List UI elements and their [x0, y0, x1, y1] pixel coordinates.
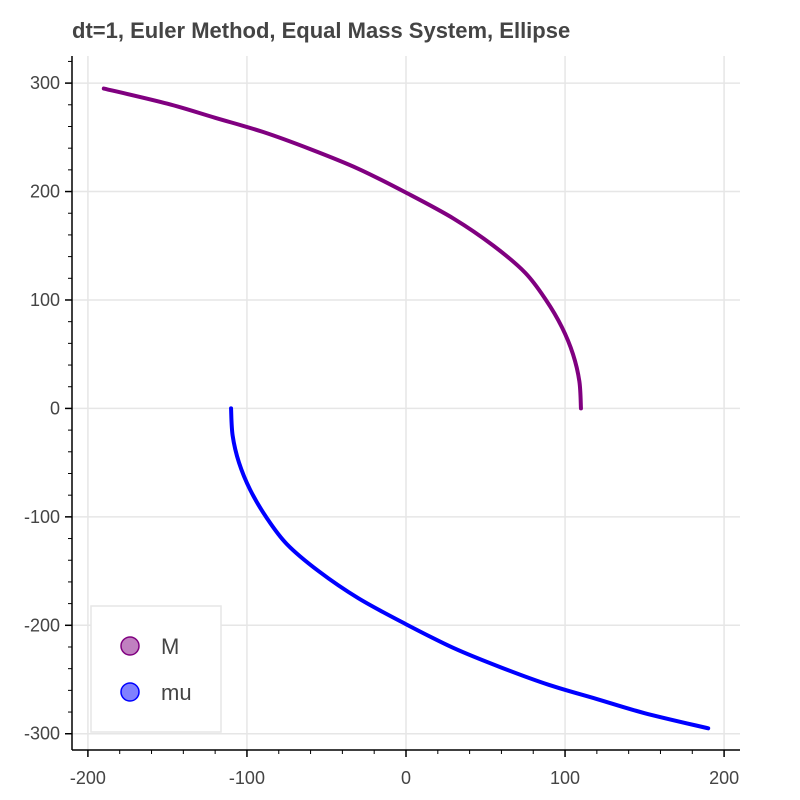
x-tick-label: 0 [401, 768, 411, 788]
y-tick-label: -100 [24, 507, 60, 527]
series-line-M [101, 86, 583, 411]
legend-box [90, 605, 222, 733]
series-line-mu [229, 406, 711, 731]
x-tick-label: -200 [70, 768, 106, 788]
legend-marker-M [120, 636, 140, 656]
legend-label-M: M [161, 634, 179, 659]
x-tick-label: 200 [709, 768, 739, 788]
chart-title: dt=1, Euler Method, Equal Mass System, E… [72, 18, 571, 43]
legend-marker-mu [120, 682, 140, 702]
y-tick-label: -300 [24, 724, 60, 744]
y-tick-label: 300 [30, 73, 60, 93]
y-tick-label: -200 [24, 615, 60, 635]
legend-label-mu: mu [161, 680, 192, 705]
y-tick-label: 200 [30, 182, 60, 202]
y-tick-label: 100 [30, 290, 60, 310]
x-tick-label: 100 [550, 768, 580, 788]
x-tick-label: -100 [229, 768, 265, 788]
y-tick-label: 0 [50, 398, 60, 418]
